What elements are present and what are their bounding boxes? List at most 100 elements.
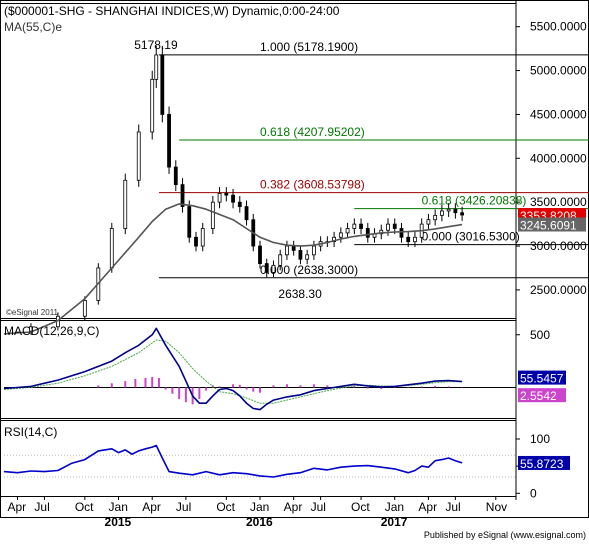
price-candle-body-30 [298, 250, 303, 260]
price-candle-body-19 [224, 193, 229, 196]
price-candle-body-8 [150, 78, 155, 133]
x-year-label-1: 2016 [246, 515, 273, 529]
price-badge-1: 3245.6091 [520, 218, 577, 232]
price-candle-body-35 [332, 236, 337, 243]
price-candle-body-10 [160, 54, 165, 115]
price-candle-body-44 [392, 223, 397, 229]
price-candle-body-52 [446, 208, 451, 212]
price-tick-label-1: 5000.0000 [530, 64, 587, 78]
rsi-tick-label-2: 0 [530, 486, 537, 500]
price-candle-body-45 [399, 228, 404, 238]
price-candle-body-39 [359, 223, 363, 229]
fib-level-label-3: 0.618 (3426.20838) [422, 194, 527, 208]
watermark: ©eSignal 2011 [6, 308, 59, 317]
price-annotation-1: 2638.30 [278, 287, 322, 301]
panel-frame-0 [0, 3, 517, 319]
outer-frame [0, 0, 589, 518]
x-year-label-0: 2015 [105, 515, 132, 529]
fib-level-label-0: 1.000 (5178.1900) [260, 40, 358, 54]
price-candle-body-21 [237, 201, 242, 207]
x-month-label-7: Jan [250, 500, 269, 514]
price-candle-body-40 [365, 228, 370, 238]
price-annotation-0: 5178.19 [134, 38, 178, 52]
price-candle-body-22 [244, 206, 249, 221]
rsi-badge-0: 55.8723 [520, 457, 564, 471]
macd-line [3, 327, 463, 411]
price-candle-body-17 [210, 201, 215, 229]
macd-badge-0: 55.5457 [520, 372, 564, 386]
price-candle-body-20 [231, 194, 235, 203]
fib-level-label-4: 0.000 (3016.5300) [422, 230, 520, 244]
price-candle-body-25 [264, 263, 269, 273]
price-candle-body-5 [109, 228, 114, 269]
price-candle-body-36 [338, 232, 343, 238]
price-candle-body-51 [439, 210, 444, 216]
x-month-label-6: Oct [216, 500, 235, 514]
price-candle-body-32 [311, 245, 316, 256]
fib-level-label-5: 0.000 (2638.3000) [260, 263, 358, 277]
price-candle-body-46 [406, 236, 411, 243]
price-candle-body-29 [291, 245, 296, 251]
price-tick-label-6: 2500.0000 [530, 283, 587, 297]
price-candle-body-54 [460, 212, 465, 216]
x-month-label-5: Jul [176, 500, 191, 514]
price-tick-label-3: 4000.0000 [530, 151, 587, 165]
price-tick-label-2: 4500.0000 [530, 107, 587, 121]
price-candle-body-13 [180, 184, 185, 207]
price-candle-body-37 [345, 228, 350, 234]
x-month-label-8: Apr [284, 500, 303, 514]
price-candle-body-49 [426, 219, 431, 225]
ma-line [3, 203, 463, 335]
price-candle-body-12 [173, 166, 178, 186]
price-candle-body-38 [352, 223, 357, 229]
ma-label: MA(55,C)e [4, 20, 62, 34]
x-month-label-0: Apr [7, 500, 26, 514]
fib-level-label-1: 0.618 (4207.95202) [260, 125, 365, 139]
fib-level-label-2: 0.382 (3608.53798) [260, 178, 365, 192]
price-candle-body-50 [433, 214, 438, 221]
price-candle-body-3 [82, 300, 87, 317]
price-candle-body-43 [386, 223, 390, 231]
x-month-label-4: Apr [142, 500, 161, 514]
macd-title: MACD(12,26,9,C) [4, 324, 99, 338]
x-month-label-3: Jan [109, 500, 128, 514]
x-month-label-13: Jul [445, 500, 460, 514]
rsi-title: RSI(14,C) [4, 425, 57, 439]
footer-credit: Published by eSignal (www.esignal.com) [423, 530, 586, 540]
price-candle-body-27 [278, 254, 283, 266]
x-month-label-2: Oct [75, 500, 94, 514]
price-candle-body-15 [194, 236, 198, 247]
x-month-label-11: Jan [385, 500, 404, 514]
macd-badge-bg-0 [518, 370, 566, 385]
price-candle-body-24 [258, 245, 262, 264]
x-month-label-12: Apr [418, 500, 437, 514]
x-month-label-14: Nov [486, 500, 507, 514]
rsi-badge-bg-0 [518, 455, 570, 470]
rsi-tick-label-0: 100 [530, 432, 550, 446]
x-month-label-9: Jul [311, 500, 326, 514]
price-tick-label-0: 5500.0000 [530, 20, 587, 34]
price-badge-bg-1 [518, 217, 586, 232]
price-candle-body-16 [200, 228, 205, 247]
price-candle-body-53 [453, 208, 458, 214]
price-candle-body-11 [167, 114, 171, 168]
price-candle-body-14 [187, 206, 192, 238]
price-candle-body-18 [217, 193, 222, 203]
price-candle-body-47 [413, 236, 417, 243]
chart-title: ($000001-SHG - SHANGHAI INDICES,W) Dynam… [4, 4, 340, 18]
price-candle-body-26 [271, 264, 276, 273]
x-month-label-10: Oct [351, 500, 370, 514]
panel-frame-2 [0, 420, 517, 497]
price-candle-body-31 [305, 254, 310, 260]
macd-signal-line [3, 339, 463, 404]
rsi-line [3, 444, 463, 478]
price-candle-body-9 [154, 54, 159, 80]
price-tick-label-4: 3500.0000 [530, 195, 587, 209]
x-month-label-1: Jul [34, 500, 49, 514]
x-year-label-2: 2017 [381, 515, 408, 529]
price-candle-body-7 [136, 131, 141, 181]
macd-badge-bg-1 [518, 388, 566, 403]
macd-tick-label-0: 500 [530, 328, 550, 342]
